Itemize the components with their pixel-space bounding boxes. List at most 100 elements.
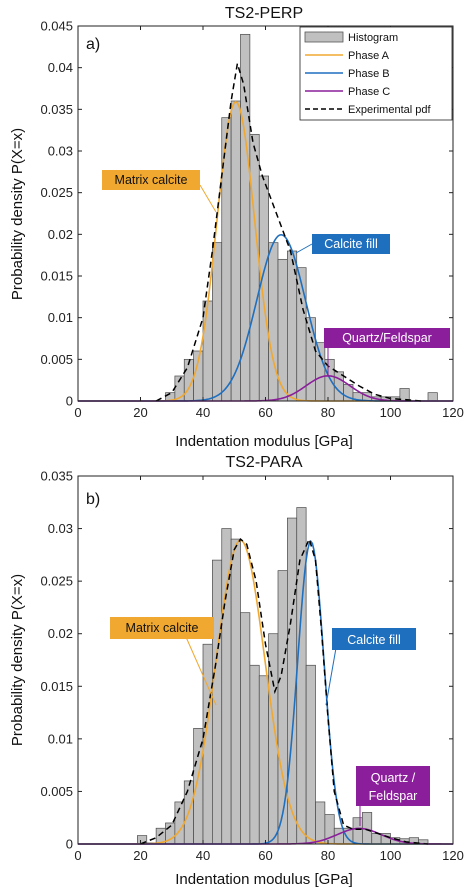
annotation-matrix-calcite: Matrix calcite — [102, 170, 217, 213]
legend-histogram-swatch — [304, 31, 344, 43]
histogram-bar — [296, 267, 307, 402]
annotation-arrow — [295, 243, 313, 254]
legend-entry: Experimental pdf — [348, 104, 431, 116]
y-tick-label: 0.03 — [48, 521, 73, 536]
histogram-bar — [258, 175, 269, 402]
y-tick-label: 0 — [66, 394, 73, 409]
axis-ticks: 0 20 40 60 80 100 120 0 0.005 0.01 0.015 0.02 0.025 0… — [40, 19, 463, 421]
legend-entry: Phase A — [348, 50, 390, 62]
annotation-box — [332, 628, 416, 650]
annotation-text: Feldspar — [369, 789, 418, 803]
histogram-bar — [268, 242, 279, 402]
x-tick-label: 40 — [196, 405, 210, 420]
y-tick-label: 0.025 — [40, 185, 73, 200]
x-axis-label: Indentation modulus [GPa] — [175, 871, 353, 888]
y-tick-label: 0.02 — [48, 626, 73, 641]
histogram-bar — [287, 517, 298, 845]
y-tick-label: 0.005 — [40, 352, 73, 367]
experimental-pdf-line — [140, 536, 429, 845]
annotation-arrow — [199, 184, 217, 213]
y-tick-label: 0.025 — [40, 574, 73, 589]
x-tick-label: 80 — [321, 405, 335, 420]
legend-entry: Phase B — [348, 68, 390, 80]
annotation-calcite-fill: Calcite fill — [295, 234, 390, 254]
y-tick-label: 0.03 — [48, 144, 73, 159]
x-axis-label: Indentation modulus [GPa] — [175, 433, 353, 450]
x-tick-label: 60 — [258, 405, 272, 420]
x-tick-label: 80 — [321, 848, 335, 863]
annotation-arrow — [325, 647, 337, 706]
y-tick-label: 0.015 — [40, 679, 73, 694]
histogram-bar — [212, 242, 223, 402]
annotation-box — [110, 617, 214, 639]
chart-panel-b: TS2-PARA 0 20 40 60 80 100 12000.0050.010.0150… — [9, 454, 464, 888]
histogram-bar — [249, 664, 260, 845]
annotation-box — [312, 234, 390, 254]
y-tick-label: 0.035 — [40, 102, 73, 117]
histogram-bar — [315, 342, 326, 402]
annotation-matrix-calcite: Matrix calcite — [110, 617, 217, 706]
histogram-bar — [324, 358, 335, 402]
histogram-bar — [202, 300, 213, 402]
y-axis-label: Probability density P(X=x) — [9, 128, 26, 300]
x-tick-label: 0 — [74, 405, 81, 420]
x-tick-label: 20 — [133, 848, 147, 863]
annotation-quartz-feldspar: Quartz/Feldspar — [324, 328, 450, 375]
histogram-bar — [371, 833, 382, 845]
y-tick-label: 0.01 — [48, 731, 73, 746]
annotation-text: Quartz / — [371, 771, 416, 785]
annotation-text: Matrix calcite — [115, 173, 188, 187]
y-tick-label: 0.01 — [48, 310, 73, 325]
histogram-bar — [230, 538, 241, 845]
x-tick-label: 60 — [258, 848, 272, 863]
panel-label: b) — [86, 491, 100, 508]
annotation-text: Matrix calcite — [126, 621, 199, 635]
y-tick-label: 0 — [66, 837, 73, 852]
x-tick-label: 100 — [380, 405, 402, 420]
histogram-bar — [212, 559, 223, 845]
axis-ticks: 0 20 40 60 80 100 120 0 0.005 0.01 0.015 0.02 0.025 0… — [40, 469, 463, 864]
histogram-bar — [240, 612, 251, 845]
legend: Histogram Phase A Phase B Phase C Experi… — [299, 26, 453, 121]
histogram-bar — [249, 133, 260, 402]
x-tick-label: 40 — [196, 848, 210, 863]
chart-title: TS2-PERP — [225, 5, 303, 22]
chart-panel-a: TS2-PERP 0 20 40 60 80 100 12000.0050.010.0150… — [9, 5, 464, 450]
histogram-bar — [305, 317, 316, 402]
x-tick-label: 0 — [74, 848, 81, 863]
experimental-pdf-line — [155, 63, 422, 402]
histogram-bar — [230, 100, 241, 402]
x-tick-label: 120 — [442, 405, 464, 420]
annotation-arrow — [185, 636, 217, 706]
x-tick-label: 100 — [380, 848, 402, 863]
histogram-bar — [277, 570, 288, 845]
annotation-text: Calcite fill — [324, 237, 378, 251]
y-tick-label: 0.035 — [40, 469, 73, 484]
histogram-bar — [352, 817, 363, 845]
x-tick-label: 20 — [133, 405, 147, 420]
histogram-bar — [315, 801, 326, 845]
y-tick-label: 0.015 — [40, 269, 73, 284]
histogram-bar — [305, 664, 316, 845]
annotation-box — [324, 328, 450, 348]
annotation-box — [102, 170, 200, 190]
histogram-bar — [399, 388, 410, 402]
annotation-calcite-fill: Calcite fill — [325, 628, 416, 706]
y-tick-label: 0.045 — [40, 19, 73, 34]
chart-title: TS2-PARA — [225, 454, 302, 471]
x-tick-label: 120 — [442, 848, 464, 863]
histogram-bar — [427, 392, 438, 402]
y-axis-label: Probability density P(X=x) — [9, 574, 26, 746]
histogram-bar — [296, 507, 307, 845]
histogram-bar — [258, 675, 269, 845]
y-tick-label: 0.04 — [48, 60, 73, 75]
annotation-text: Quartz/Feldspar — [342, 331, 432, 345]
y-tick-label: 0.005 — [40, 784, 73, 799]
legend-entry: Phase C — [348, 86, 390, 98]
legend-entry: Histogram — [348, 32, 398, 44]
annotation-quartz-feldspar: Quartz / Feldspar — [356, 766, 430, 826]
y-tick-label: 0.02 — [48, 227, 73, 242]
annotation-text: Calcite fill — [347, 633, 401, 647]
annotation-box — [356, 766, 430, 806]
